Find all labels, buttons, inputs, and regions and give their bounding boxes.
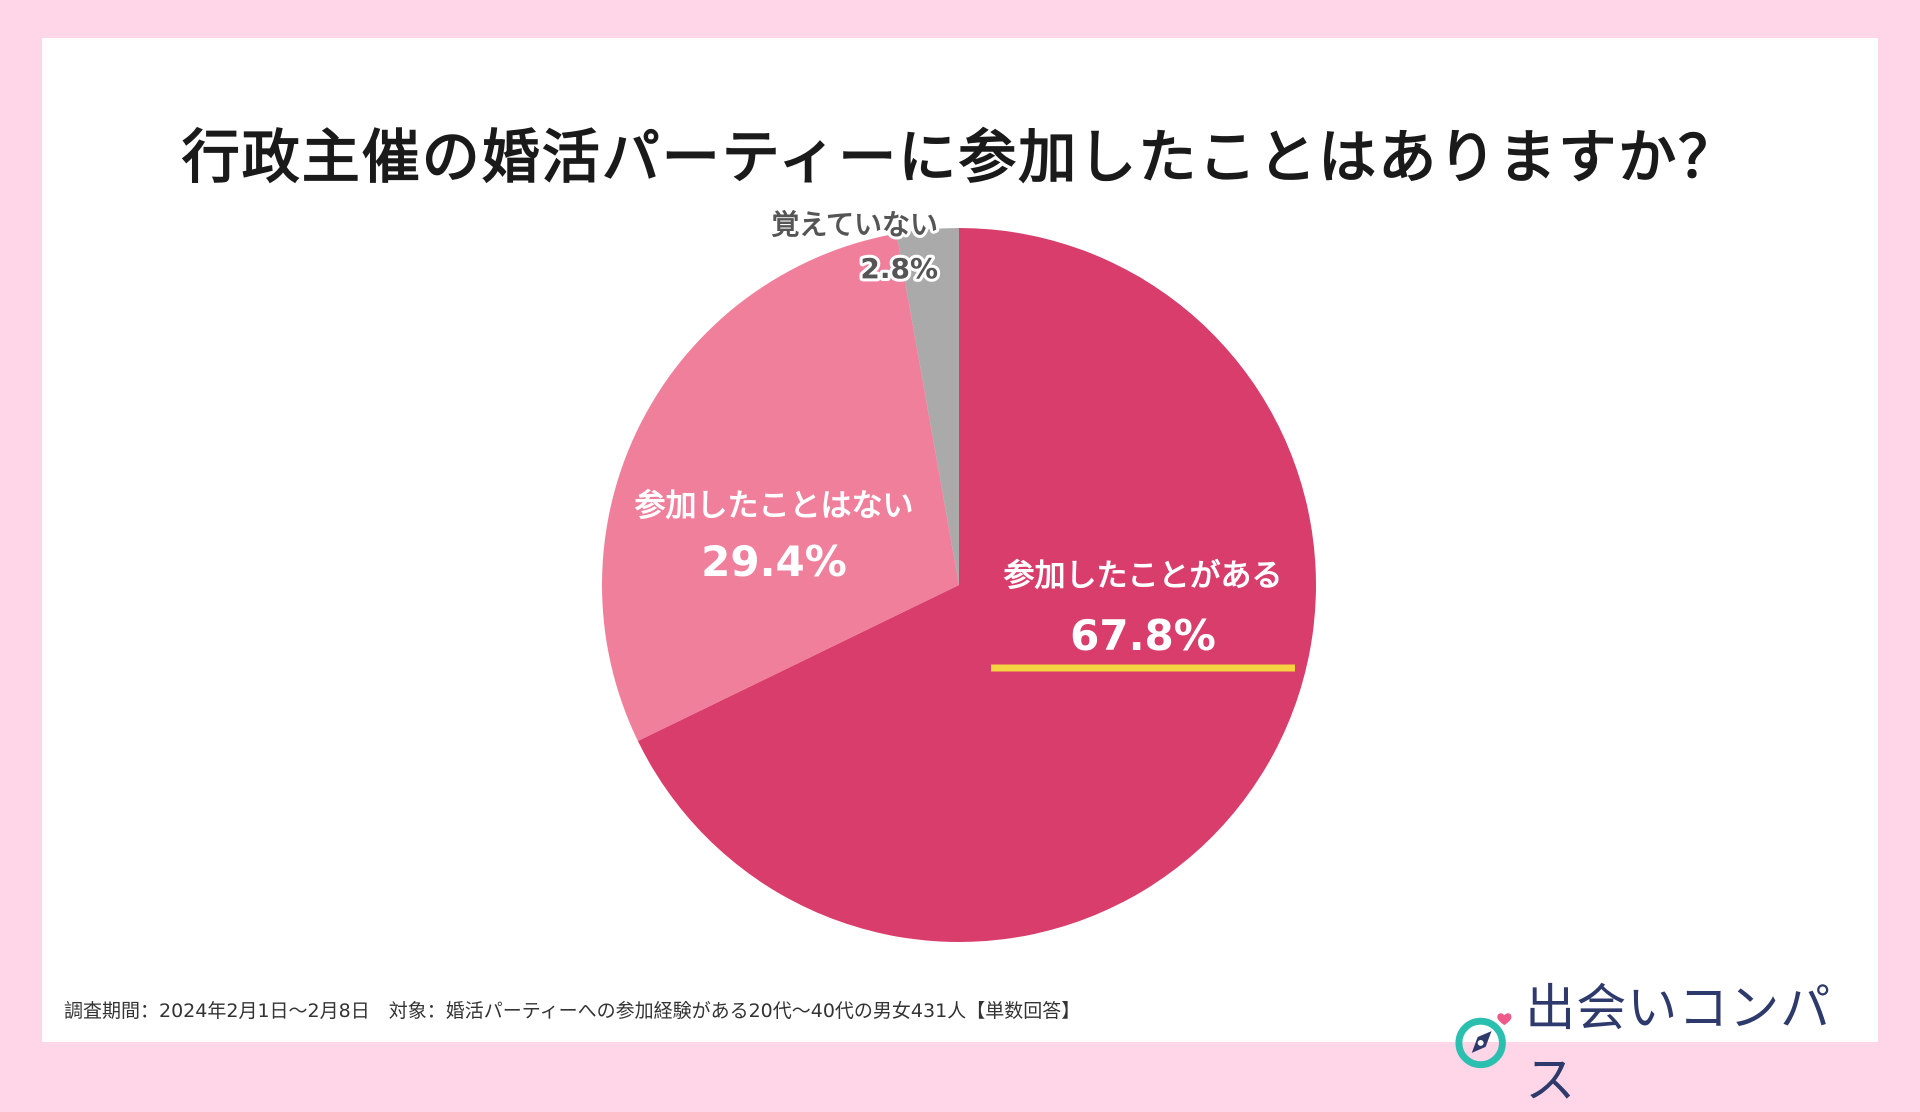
brand-name: 出会いコンパス [1525, 979, 1832, 1109]
slice-label-participated: 参加したことがある [1004, 558, 1283, 594]
survey-footnote: 調査期間：2024年2月1日〜2月8日 対象：婚活パーティーへの参加経験がある2… [64, 1000, 1081, 1022]
slice-label-dont-remember: 覚えていない [771, 208, 938, 241]
chart-title: 行政主催の婚活パーティーに参加したことはありますか？ [181, 123, 1739, 191]
pie-slices [602, 228, 1316, 942]
slice-label-not-participated: 参加したことはない [635, 488, 914, 524]
slice-value-participated: 67.8% [1070, 611, 1216, 660]
pie-slice-not-participated [602, 233, 959, 742]
compass-heart-icon [1455, 1013, 1512, 1069]
pie-chart: 参加したことがある 67.8% 参加したことはない 29.4% 覚えていない 2… [602, 205, 1316, 942]
pie-slice-dont-remember [896, 228, 959, 585]
pie-slice-participated [637, 228, 1316, 942]
chart-card: 行政主催の婚活パーティーに参加したことはありますか？ 参加したことがある 67.… [42, 38, 1878, 1109]
slice-value-dont-remember: 2.8% [860, 252, 938, 285]
slice-labels: 参加したことがある 67.8% 参加したことはない 29.4% 覚えていない 2… [631, 205, 1286, 664]
slice-value-not-participated: 29.4% [701, 537, 847, 586]
brand-logo: 出会いコンパス [1452, 968, 1878, 1112]
